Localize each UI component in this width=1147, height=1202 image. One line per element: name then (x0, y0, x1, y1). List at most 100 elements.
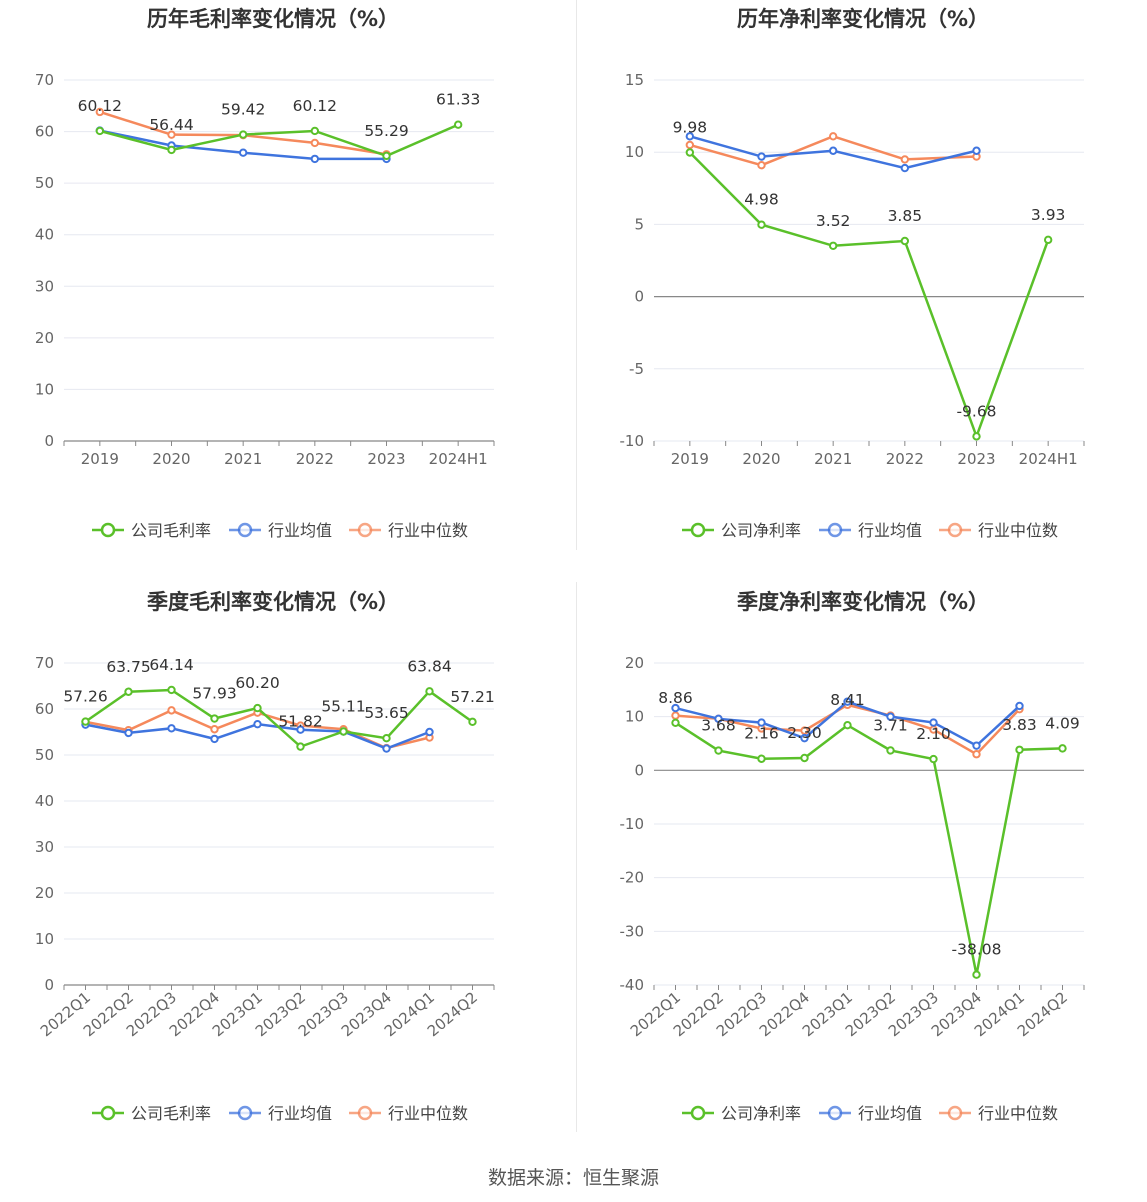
chart-panel-quarterly-net-margin: 季度净利率变化情况（%） -40 -30 -20 -10 0 10 20 2022Q1 2022Q… (590, 583, 1147, 1165)
y-tick-label: 0 (44, 432, 54, 450)
data-point-median-2022q3 (167, 706, 176, 715)
data-point-company-2022q3 (757, 754, 766, 763)
chart-panel-annual-gross-margin: 历年毛利率变化情况（%） 0 10 20 30 40 50 60 70 2019 2020 2021 2… (0, 0, 573, 582)
data-point-avg-2022q2 (124, 728, 133, 738)
legend-swatch-marker-median (947, 1105, 963, 1121)
data-label-2024q2: 57.21 (450, 688, 494, 706)
y-tick-label: -20 (620, 869, 645, 887)
y-tick-label: 20 (625, 654, 644, 672)
legend-swatch-marker-avg (237, 1105, 253, 1121)
data-point-avg-2023 (972, 146, 981, 155)
data-label-2022q3: 2.16 (744, 725, 779, 743)
data-point-company-2022 (900, 236, 910, 246)
y-tick-label: 5 (634, 215, 644, 233)
chart-panel-annual-net-margin: 历年净利率变化情况（%） -10 -5 0 5 10 15 2019 2020 2021 2022 2… (590, 0, 1147, 582)
legend-swatch-marker-avg (827, 1105, 843, 1121)
legend-swatch-marker-company (690, 522, 706, 538)
legend-swatch-marker-median (357, 522, 373, 538)
data-point-median-2023q4 (972, 750, 981, 759)
chart-panel-quarterly-gross-margin: 季度毛利率变化情况（%） 0 10 20 30 40 50 60 70 2022Q1 2022Q2 2… (0, 583, 573, 1165)
data-label-2024q1: 3.83 (1002, 716, 1037, 734)
data-label-2022q1: 57.26 (63, 688, 107, 706)
data-label-2023q4: 53.65 (364, 704, 408, 722)
y-tick-label: 15 (625, 71, 644, 89)
data-point-company-2023q3 (929, 754, 938, 764)
x-tick-label-2024h1: 2024H1 (1019, 450, 1078, 468)
data-label-2022q1: 8.86 (658, 689, 693, 707)
series-line-company (99, 123, 459, 158)
data-point-avg-2024q1 (425, 727, 434, 737)
data-point-company-2023 (382, 151, 391, 161)
legend-label-median: 行业中位数 (978, 1104, 1058, 1123)
data-point-median-2022q4 (210, 725, 219, 734)
data-point-avg-2020 (757, 152, 766, 161)
legend-label-avg: 行业均值 (858, 1104, 922, 1123)
data-label-2024h1: 61.33 (436, 91, 480, 109)
chart-svg-annual-gross-margin: 历年毛利率变化情况（%） 0 10 20 30 40 50 60 70 2019 2020 2021 2… (35, 7, 495, 540)
y-tick-label: 60 (35, 700, 54, 718)
y-tick-label: 10 (35, 380, 54, 398)
y-tick-label: -30 (620, 922, 645, 940)
data-point-company-2023q1 (253, 703, 262, 713)
legend-label-company: 公司毛利率 (131, 1104, 211, 1123)
data-point-company-2023q2 (296, 742, 305, 751)
x-tick-label-2019: 2019 (81, 450, 119, 468)
data-label-2019: 60.12 (78, 97, 122, 115)
y-tick-label: 60 (35, 123, 54, 141)
data-point-avg-2023q2 (886, 712, 895, 721)
chart-svg-annual-net-margin: 历年净利率变化情况（%） -10 -5 0 5 10 15 2019 2020 2021 2022 2… (620, 7, 1085, 540)
x-tick-label-2022: 2022 (296, 450, 334, 468)
chart-title: 历年净利率变化情况（%） (737, 7, 989, 31)
data-label-2023: 55.29 (364, 122, 408, 140)
data-point-avg-2022q2 (714, 714, 723, 724)
data-source-note: 数据来源：恒生聚源 (487, 1167, 659, 1189)
chart-title: 季度毛利率变化情况（%） (147, 590, 399, 614)
x-tick-label-2022: 2022 (886, 450, 924, 468)
data-label-2022q3: 64.14 (149, 656, 193, 674)
data-point-company-2020 (757, 220, 766, 229)
data-point-company-2021 (238, 130, 248, 139)
y-tick-label: 20 (35, 884, 54, 902)
legend-swatch-marker-avg (237, 522, 253, 538)
data-point-avg-2022q3 (167, 724, 176, 733)
data-point-company-2024h1 (453, 120, 463, 129)
data-label-2019: 9.98 (673, 118, 708, 136)
data-point-avg-2022 (310, 154, 320, 164)
data-label-2023q3: 55.11 (321, 697, 365, 715)
data-label-2020: 56.44 (149, 116, 193, 134)
y-tick-label: 0 (634, 288, 644, 306)
data-point-company-2024q1 (1015, 745, 1024, 754)
data-label-2023q3: 2.10 (916, 725, 951, 743)
x-tick-label-2023: 2023 (367, 450, 405, 468)
data-point-company-2022q4 (210, 714, 219, 723)
data-point-median-2022q1 (671, 711, 680, 720)
data-point-company-2022q1 (671, 718, 680, 727)
data-point-avg-2021 (828, 146, 838, 155)
y-tick-label: 30 (35, 277, 54, 295)
data-point-company-2023q3 (339, 727, 348, 736)
legend-label-company: 公司净利率 (721, 521, 801, 540)
legend-swatch-marker-median (357, 1105, 373, 1121)
series-line-company (688, 151, 1050, 441)
data-label-2023: -9.68 (956, 402, 996, 420)
data-point-company-2022q3 (167, 685, 176, 695)
series-line-company (674, 721, 1063, 975)
data-point-avg-2023q3 (929, 718, 938, 727)
legend-label-company: 公司净利率 (721, 1104, 801, 1123)
legend-swatch-marker-median (947, 522, 963, 538)
data-label-2024q1: 63.84 (407, 657, 451, 675)
data-point-company-2024q1 (425, 687, 434, 696)
x-tick-label-2019: 2019 (671, 450, 709, 468)
panel-divider-top (576, 0, 577, 550)
data-label-2021: 3.52 (816, 212, 851, 230)
data-label-2023q1: 60.20 (235, 674, 279, 692)
y-tick-label: 10 (625, 143, 644, 161)
x-tick-label-2023: 2023 (957, 450, 995, 468)
x-tick-label-2020: 2020 (742, 450, 780, 468)
data-label-2023q4: -38.08 (952, 941, 1002, 959)
data-point-median-2019 (685, 140, 695, 150)
data-label-2023q2: 3.71 (873, 716, 908, 734)
legend-swatch-marker-company (100, 522, 116, 538)
data-point-company-2021 (828, 241, 838, 250)
data-point-company-2023q2 (886, 746, 895, 755)
